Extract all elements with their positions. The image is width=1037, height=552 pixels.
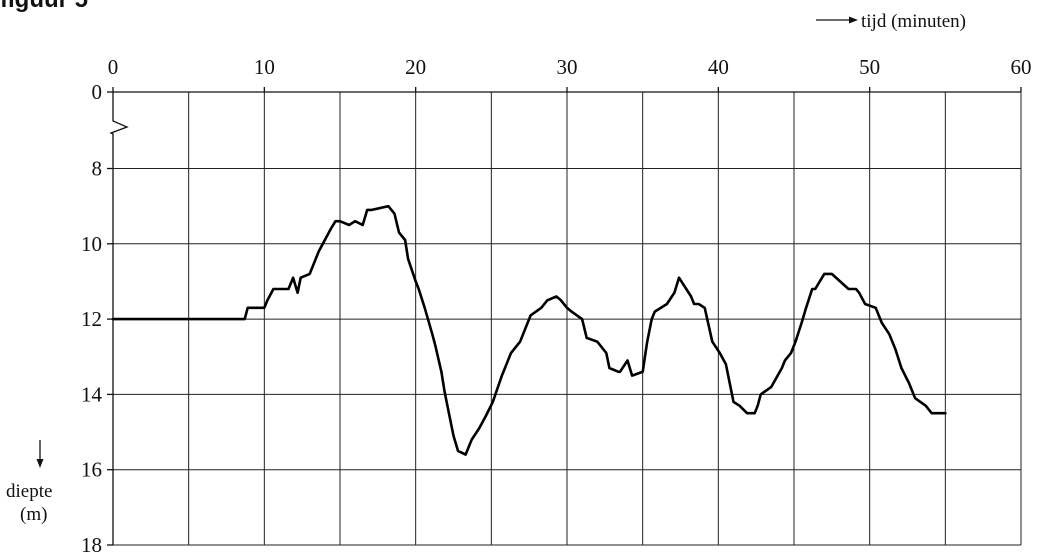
y-axis-arrow-head	[36, 459, 44, 468]
series-line	[111, 204, 947, 456]
y-axis-label: diepte	[6, 481, 52, 502]
axes	[107, 87, 1022, 546]
y-tick-label: 10	[81, 232, 102, 256]
y-tick-label: 0	[92, 80, 103, 104]
y-tick-label: 12	[81, 307, 102, 331]
grid	[113, 92, 1022, 546]
y-axis-unit: (m)	[20, 504, 47, 525]
x-tick-label: 10	[254, 55, 275, 79]
y-axis-title: diepte (m)	[6, 440, 52, 525]
y-tick-label: 8	[92, 157, 103, 181]
x-tick-label: 0	[108, 55, 119, 79]
x-tick-label: 30	[557, 55, 578, 79]
x-axis-label: tijd (minuten)	[861, 11, 966, 32]
y-tick-label: 14	[81, 382, 103, 406]
x-tick-label: 20	[405, 55, 426, 79]
y-tick-label: 18	[81, 533, 102, 552]
x-tick-label: 60	[1011, 55, 1032, 79]
figure-label: figuur 5	[0, 0, 88, 14]
x-axis-title: tijd (minuten)	[816, 11, 966, 32]
x-tick-label: 40	[708, 55, 729, 79]
x-tick-labels: 0 10 20 30 40 50 60	[108, 55, 1032, 79]
x-tick-label: 50	[859, 55, 880, 79]
y-axis-line-with-break	[109, 92, 129, 545]
x-axis-arrow-head	[849, 16, 858, 24]
y-tick-label: 16	[81, 458, 102, 482]
y-tick-labels: 0 8 10 12 14 16 18	[81, 80, 103, 552]
series-layer	[111, 204, 947, 456]
